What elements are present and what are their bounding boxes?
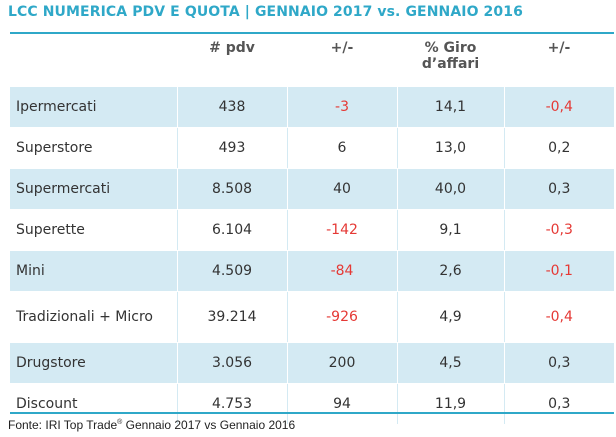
cell-giro-affari: 9,1 (396, 209, 504, 251)
cell-pdv: 4.753 (176, 383, 287, 425)
footer-divider (10, 412, 614, 414)
cell-giro-affari: 14,1 (396, 87, 504, 128)
row-label: Discount (10, 383, 177, 425)
cell-giro-affari: 4,5 (396, 342, 504, 384)
cell-giro-delta: 0,3 (503, 168, 614, 210)
table-row: Superstore 493 6 13,0 0,2 (10, 127, 614, 169)
source-prefix: Fonte: IRI Top Trade (8, 418, 118, 432)
cell-giro-affari: 4,9 (396, 291, 504, 343)
cell-giro-delta: -0,4 (503, 291, 614, 343)
cell-pdv: 8.508 (176, 168, 287, 210)
cell-pdv: 493 (176, 127, 287, 169)
table-row: Supermercati 8.508 40 40,0 0,3 (10, 168, 614, 210)
cell-pdv-delta: -926 (286, 291, 397, 343)
cell-giro-affari: 2,6 (396, 250, 504, 292)
title-divider (10, 32, 614, 34)
row-label: Superette (10, 209, 177, 251)
header-giro-delta: +/- (547, 40, 571, 56)
row-label: Mini (10, 250, 177, 292)
cell-pdv-delta: 94 (286, 383, 397, 425)
cell-pdv: 6.104 (176, 209, 287, 251)
cell-pdv-delta: -3 (286, 87, 397, 128)
table-row: Ipermercati 438 -3 14,1 -0,4 (10, 87, 614, 128)
cell-giro-delta: -0,4 (503, 87, 614, 128)
table-row: Superette 6.104 -142 9,1 -0,3 (10, 209, 614, 251)
row-label: Drugstore (10, 342, 177, 384)
cell-pdv-delta: -84 (286, 250, 397, 292)
cell-pdv-delta: -142 (286, 209, 397, 251)
cell-giro-affari: 40,0 (396, 168, 504, 210)
header-pdv-delta: +/- (330, 40, 354, 56)
table-row: Discount 4.753 94 11,9 0,3 (10, 383, 614, 425)
table-header: # pdv +/- % Giro d’affari +/- (10, 34, 614, 87)
header-label-column (10, 34, 177, 87)
header-giro-line1: % Giro (424, 40, 477, 56)
cell-pdv-delta: 40 (286, 168, 397, 210)
source-note: Fonte: IRI Top Trade® Gennaio 2017 vs Ge… (8, 418, 295, 432)
cell-giro-delta: -0,3 (503, 209, 614, 251)
header-giro-affari: % Giro d’affari (397, 34, 504, 87)
row-label: Ipermercati (10, 87, 177, 128)
table-row: Mini 4.509 -84 2,6 -0,1 (10, 250, 614, 292)
cell-giro-delta: 0,3 (503, 383, 614, 425)
cell-giro-affari: 11,9 (396, 383, 504, 425)
header-giro-line2: d’affari (421, 56, 480, 72)
table-body: Ipermercati 438 -3 14,1 -0,4 Superstore 493 6 13… (10, 87, 614, 425)
source-suffix: Gennaio 2017 vs Gennaio 2016 (122, 418, 296, 432)
data-table: # pdv +/- % Giro d’affari +/- Ipermercat… (10, 34, 614, 425)
cell-giro-delta: -0,1 (503, 250, 614, 292)
cell-giro-affari: 13,0 (396, 127, 504, 169)
cell-pdv: 3.056 (176, 342, 287, 384)
cell-pdv: 4.509 (176, 250, 287, 292)
table-row: Drugstore 3.056 200 4,5 0,3 (10, 342, 614, 384)
page-title: LCC NUMERICA PDV E QUOTA | GENNAIO 2017 … (8, 4, 523, 20)
registered-mark: ® (117, 419, 123, 426)
cell-pdv: 438 (176, 87, 287, 128)
row-label: Superstore (10, 127, 177, 169)
header-pdv: # pdv (209, 40, 255, 56)
cell-pdv-delta: 6 (286, 127, 397, 169)
row-label: Tradizionali + Micro (10, 291, 177, 343)
table-row: Tradizionali + Micro 39.214 -926 4,9 -0,4 (10, 291, 614, 343)
cell-giro-delta: 0,2 (503, 127, 614, 169)
cell-giro-delta: 0,3 (503, 342, 614, 384)
row-label: Supermercati (10, 168, 177, 210)
cell-pdv-delta: 200 (286, 342, 397, 384)
cell-pdv: 39.214 (176, 291, 287, 343)
header-row: # pdv +/- % Giro d’affari +/- (10, 34, 614, 87)
